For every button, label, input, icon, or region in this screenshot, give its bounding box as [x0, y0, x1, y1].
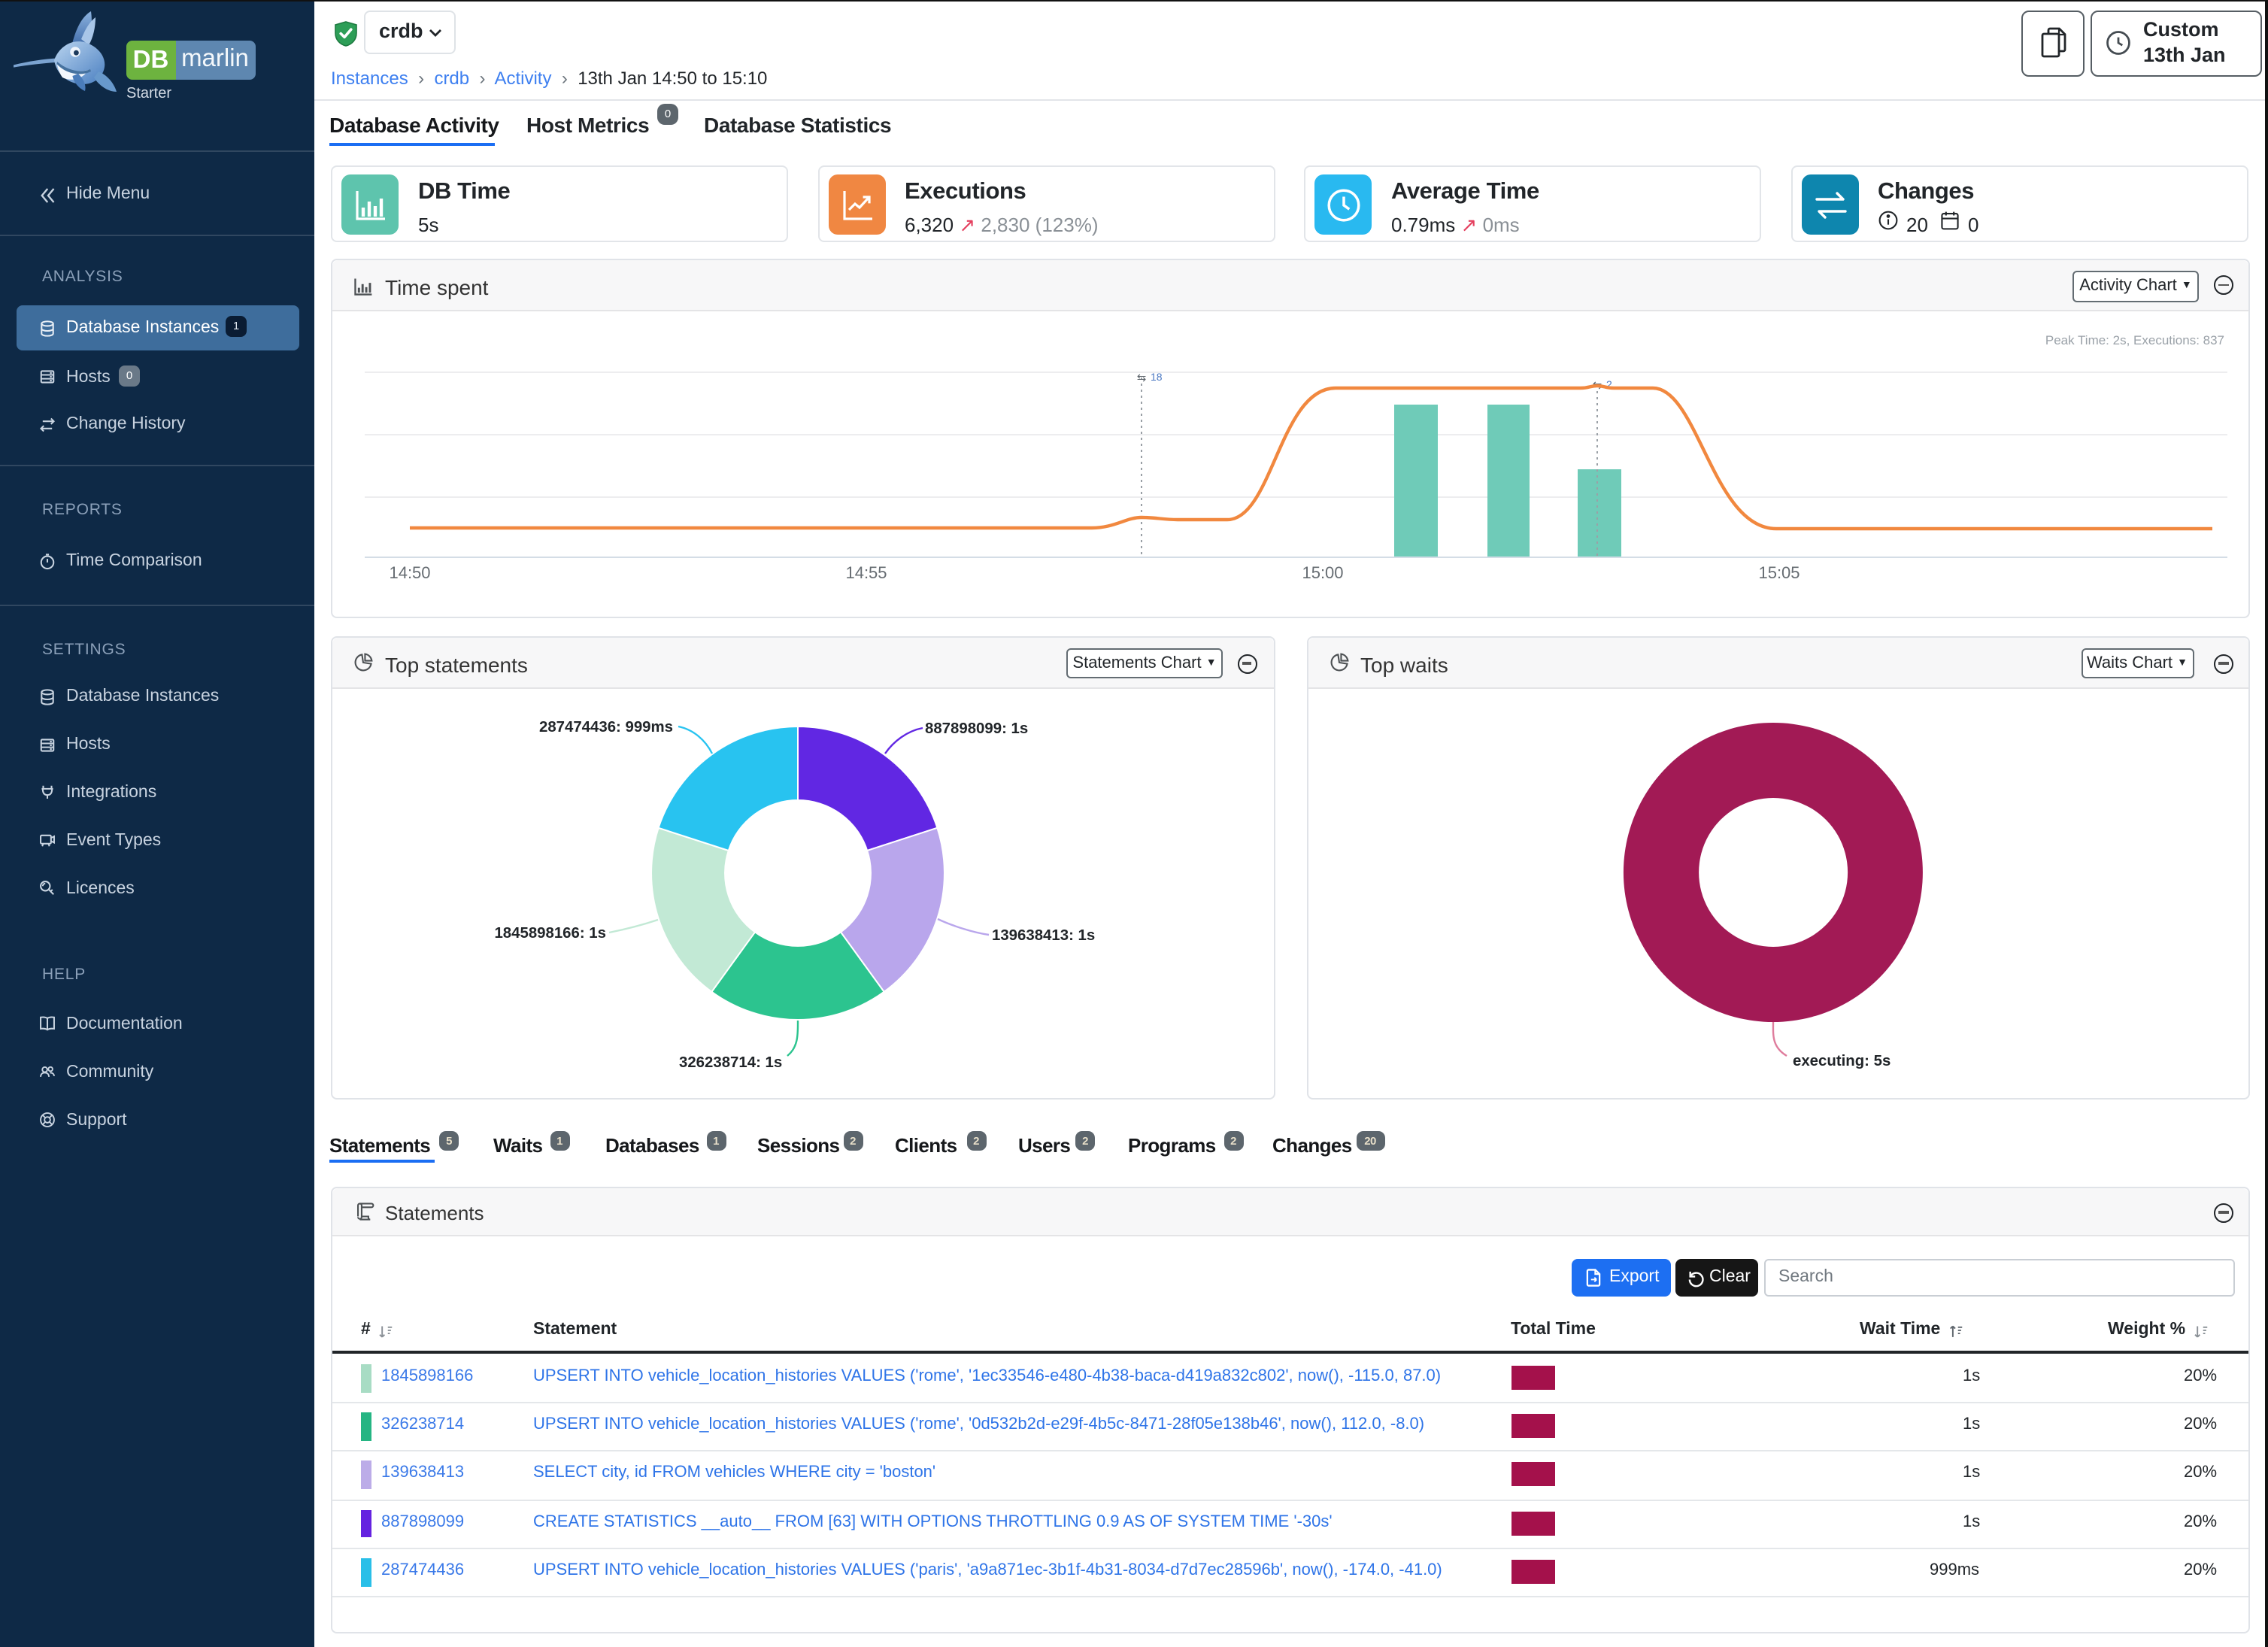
svg-text:287474436: 999ms: 287474436: 999ms	[539, 718, 673, 735]
svg-text:326238714: 1s: 326238714: 1s	[679, 1054, 782, 1070]
svg-text:18: 18	[1151, 371, 1163, 383]
svg-text:15:05: 15:05	[1758, 563, 1800, 582]
svg-text:executing: 5s: executing: 5s	[1792, 1052, 1890, 1069]
svg-text:14:55: 14:55	[845, 563, 887, 582]
svg-text:14:50: 14:50	[389, 563, 430, 582]
svg-text:15:00: 15:00	[1302, 563, 1343, 582]
svg-text:139638413: 1s: 139638413: 1s	[992, 927, 1095, 943]
svg-text:2: 2	[1606, 378, 1612, 390]
svg-text:Peak Time: 2s, Executions: 837: Peak Time: 2s, Executions: 837	[2045, 333, 2224, 347]
svg-text:887898099: 1s: 887898099: 1s	[925, 720, 1028, 736]
svg-text:⇆: ⇆	[1137, 372, 1147, 384]
svg-text:1845898166: 1s: 1845898166: 1s	[494, 924, 606, 941]
